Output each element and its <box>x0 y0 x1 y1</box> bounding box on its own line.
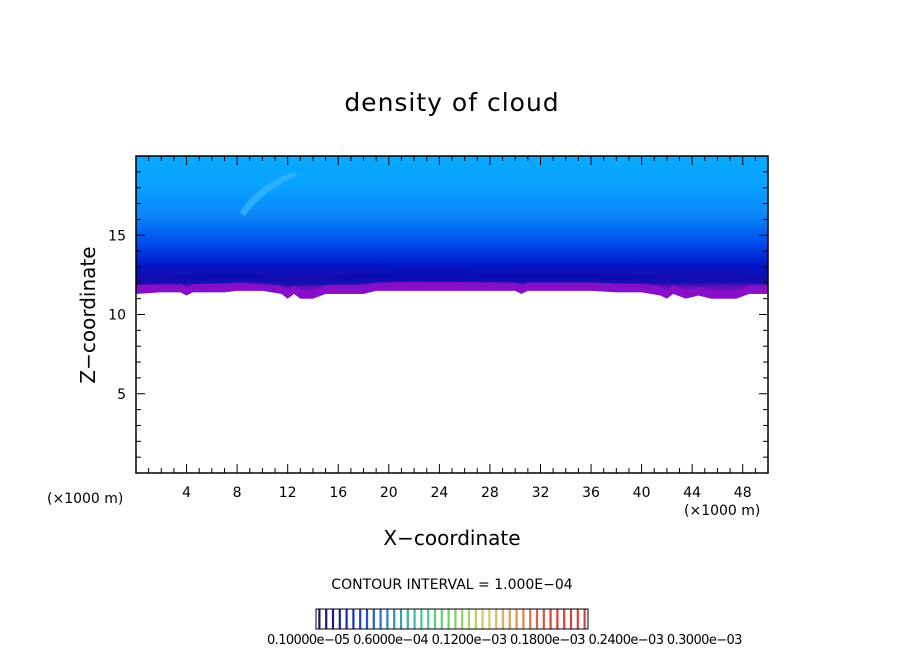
x-tick-label: 12 <box>279 485 297 501</box>
x-tick-label: 24 <box>430 485 448 501</box>
colorbar <box>315 608 589 630</box>
y-tick-label: 15 <box>108 228 126 244</box>
cloud-wisp <box>239 171 298 217</box>
x-tick-label: 32 <box>532 485 550 501</box>
x-unit-label-left: (×1000 m) <box>47 491 124 507</box>
cloud-core-band <box>136 270 768 286</box>
chart-title: density of cloud <box>344 88 560 117</box>
colorbar-frame <box>315 608 589 630</box>
x-tick-label: 40 <box>633 485 651 501</box>
x-axis-title: X−coordinate <box>0 526 904 550</box>
x-tick-label: 4 <box>182 485 191 501</box>
y-tick-label: 10 <box>108 308 126 324</box>
cloud-region <box>136 156 768 299</box>
x-unit-label-right: (×1000 m) <box>684 503 761 519</box>
x-axis-ticks: 4 8 12 16 20 24 28 32 36 40 44 48 <box>148 156 756 501</box>
x-tick-label: 48 <box>734 485 752 501</box>
cloud-base-band <box>136 282 768 299</box>
y-axis-ticks: 5 10 15 <box>108 171 768 458</box>
x-tick-label: 44 <box>683 485 701 501</box>
x-tick-label: 20 <box>380 485 398 501</box>
x-axis-title-text: X−coordinate <box>383 526 521 550</box>
x-tick-label: 28 <box>481 485 499 501</box>
x-tick-label: 16 <box>329 485 347 501</box>
x-tick-label: 8 <box>233 485 242 501</box>
contour-interval-label: CONTOUR INTERVAL = 1.000E−04 <box>331 577 573 593</box>
cloud-density-field <box>136 156 768 299</box>
colorbar-tick-labels: 0.10000e−05 0.6000e−04 0.1200e−03 0.1800… <box>267 633 742 648</box>
x-tick-label: 36 <box>582 485 600 501</box>
y-tick-label: 5 <box>117 387 126 403</box>
